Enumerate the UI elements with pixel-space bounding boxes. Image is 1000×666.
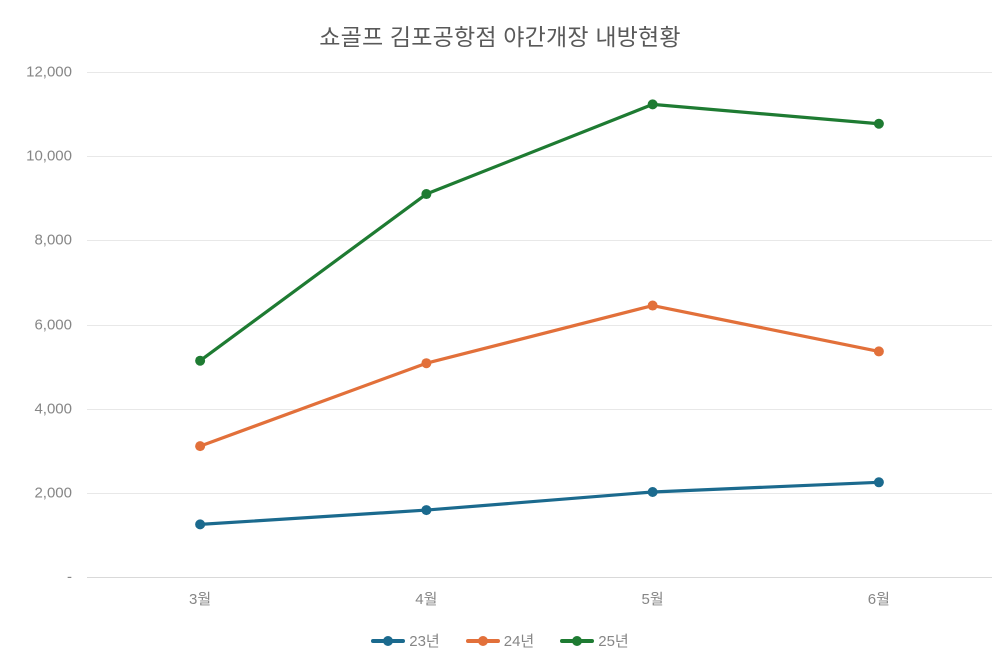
data-point bbox=[873, 346, 884, 357]
y-axis-tick-label: 10,000 bbox=[26, 147, 72, 165]
x-axis-tick-label: 6월 bbox=[867, 591, 890, 608]
y-axis-tick-label: - bbox=[67, 568, 72, 586]
legend-label: 23년 bbox=[409, 633, 440, 650]
series-layer bbox=[195, 99, 884, 530]
y-axis-tick-label: 8,000 bbox=[34, 231, 72, 249]
chart-legend: 23년 24년 25년 bbox=[0, 630, 1000, 651]
y-axis-labels: - 2,000 4,000 6,000 8,000 10,000 12,000 bbox=[0, 64, 72, 586]
x-axis-baseline bbox=[87, 577, 992, 578]
gridline bbox=[87, 156, 992, 158]
data-point bbox=[873, 477, 884, 488]
data-point bbox=[647, 99, 658, 110]
y-axis-tick-label: 4,000 bbox=[34, 400, 72, 418]
legend-marker-icon bbox=[560, 634, 595, 648]
legend-item-23년[interactable]: 23년 bbox=[371, 630, 440, 651]
data-point bbox=[195, 355, 206, 366]
data-point bbox=[647, 300, 658, 311]
gridline bbox=[87, 72, 992, 73]
data-point bbox=[421, 358, 432, 369]
legend-marker-icon bbox=[465, 634, 500, 648]
y-axis-tick-label: 12,000 bbox=[26, 63, 72, 81]
gridline bbox=[87, 240, 992, 242]
chart-title: 쇼골프 김포공항점 야간개장 내방현황 bbox=[319, 24, 681, 50]
data-point bbox=[873, 118, 884, 129]
gridline bbox=[87, 408, 992, 410]
y-axis-tick-label: 2,000 bbox=[34, 484, 72, 502]
gridline bbox=[87, 324, 992, 326]
data-point bbox=[195, 441, 206, 452]
data-point bbox=[195, 519, 206, 530]
x-axis-tick-label: 5월 bbox=[641, 591, 664, 608]
series-24년 bbox=[195, 300, 884, 452]
series-line bbox=[198, 303, 881, 448]
data-point bbox=[421, 505, 432, 516]
x-axis-tick-label: 4월 bbox=[415, 591, 438, 608]
x-axis-tick-label: 3월 bbox=[189, 591, 212, 608]
plot-area bbox=[87, 72, 992, 578]
legend-item-24년[interactable]: 24년 bbox=[465, 630, 535, 651]
x-axis-labels: 3월 4월 5월 6월 bbox=[87, 588, 992, 614]
data-point bbox=[647, 486, 658, 497]
data-point bbox=[421, 189, 432, 200]
legend-item-25년[interactable]: 25년 bbox=[560, 630, 629, 651]
series-25년 bbox=[195, 99, 884, 366]
y-axis-tick-label: 6,000 bbox=[34, 316, 72, 333]
legend-label: 24년 bbox=[503, 633, 535, 650]
gridline bbox=[87, 492, 992, 494]
series-line bbox=[198, 102, 881, 363]
legend-label: 25년 bbox=[598, 633, 629, 650]
series-23년 bbox=[195, 477, 884, 530]
legend-marker-icon bbox=[371, 634, 406, 648]
series-line bbox=[198, 480, 881, 526]
